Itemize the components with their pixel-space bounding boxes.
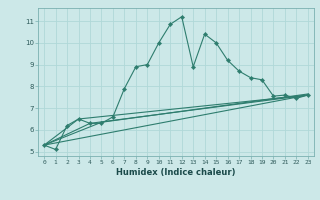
X-axis label: Humidex (Indice chaleur): Humidex (Indice chaleur)	[116, 168, 236, 177]
